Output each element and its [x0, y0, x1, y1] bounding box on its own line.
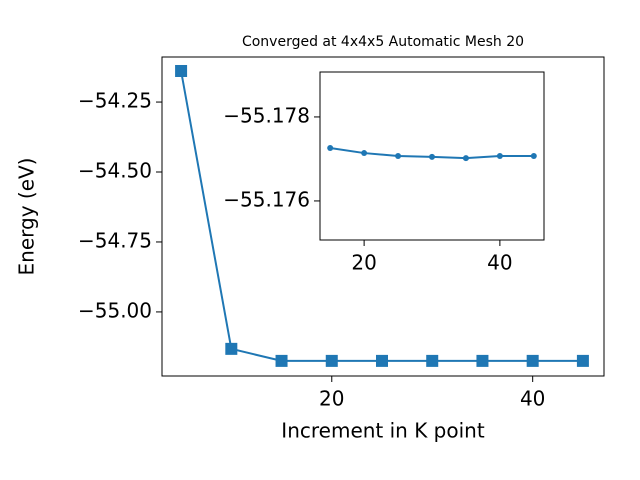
marker: [426, 354, 439, 367]
marker: [526, 354, 539, 367]
y-tick-label: −54.50: [78, 159, 152, 183]
marker: [175, 64, 188, 77]
y-tick-label: −55.178: [223, 103, 310, 127]
marker: [576, 354, 589, 367]
marker: [395, 153, 402, 159]
y-tick-label: −55.00: [78, 298, 152, 322]
chart-title: Converged at 4x4x5 Automatic Mesh 20: [242, 34, 524, 50]
y-tick-label: −54.75: [78, 228, 152, 252]
y-tick-label: −55.176: [223, 187, 310, 211]
marker: [476, 354, 489, 367]
marker: [496, 153, 503, 159]
marker: [462, 155, 469, 162]
marker: [530, 153, 537, 159]
y-tick-label: −54.25: [78, 89, 152, 113]
x-tick-label: 20: [319, 387, 344, 411]
marker: [225, 342, 238, 355]
marker: [325, 354, 338, 367]
marker: [361, 150, 368, 157]
x-axis-label: Increment in K point: [281, 419, 485, 443]
marker: [375, 354, 388, 367]
x-tick-label: 40: [487, 251, 512, 275]
marker: [429, 153, 435, 160]
x-tick-label: 40: [520, 387, 545, 411]
x-tick-label: 20: [351, 251, 376, 275]
marker: [275, 354, 288, 367]
y-axis-label: Energy (eV): [15, 158, 39, 276]
marker: [327, 145, 334, 152]
